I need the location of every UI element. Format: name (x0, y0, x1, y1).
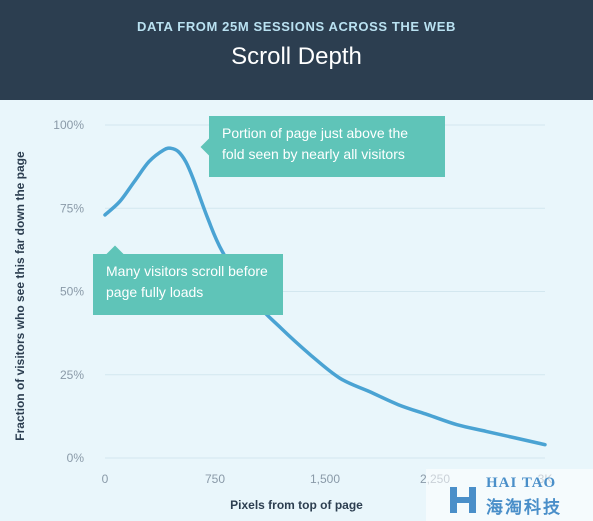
y-tick-labels: 0% 25% 50% 75% 100% (53, 118, 84, 465)
chart-subtitle: DATA FROM 25M SESSIONS ACROSS THE WEB (136, 19, 457, 34)
scroll-annotation: Many visitors scroll before page fully l… (93, 254, 283, 315)
y-tick-label: 25% (60, 368, 84, 382)
fold-annotation: Portion of page just above the fold seen… (209, 116, 445, 177)
y-tick-label: 100% (53, 118, 84, 132)
y-axis-label: Fraction of visitors who see this far do… (13, 151, 27, 441)
chart-header: DATA FROM 25M SESSIONS ACROSS THE WEB Sc… (0, 0, 593, 100)
y-tick-label: 50% (60, 285, 84, 299)
y-tick-label: 75% (60, 201, 84, 215)
x-tick-label: 1,500 (310, 472, 340, 486)
x-tick-label: 0 (102, 472, 109, 486)
watermark-chinese: 海淘科技 (486, 498, 562, 517)
y-tick-label: 0% (67, 451, 85, 465)
watermark-latin: HAI TAO (486, 475, 557, 491)
h-logo-icon (450, 487, 476, 513)
watermark-logo: HAI TAO 海淘科技 (426, 469, 593, 521)
x-tick-label: 750 (205, 472, 225, 486)
chart-title: Scroll Depth (231, 43, 362, 70)
x-axis-label: Pixels from top of page (230, 498, 363, 512)
